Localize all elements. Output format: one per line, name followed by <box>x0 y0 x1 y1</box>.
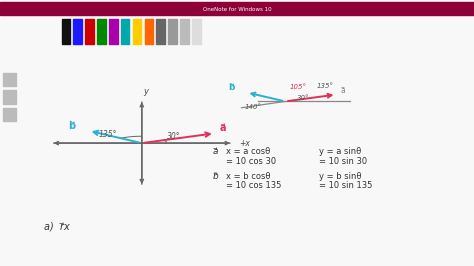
Text: x = b cosθ: x = b cosθ <box>226 172 271 181</box>
Text: b⃗: b⃗ <box>68 120 75 131</box>
Bar <box>180 19 189 44</box>
Text: y = a sinθ: y = a sinθ <box>319 147 362 156</box>
Bar <box>85 19 94 44</box>
Text: 30°: 30° <box>167 132 181 141</box>
Text: = 10 cos 30: = 10 cos 30 <box>226 157 276 166</box>
Text: y = b sinθ: y = b sinθ <box>319 172 362 181</box>
Bar <box>192 19 201 44</box>
Bar <box>133 19 141 44</box>
Text: a⃗: a⃗ <box>212 147 218 156</box>
Bar <box>97 19 106 44</box>
Bar <box>109 19 118 44</box>
Text: x = a cosθ: x = a cosθ <box>226 147 270 156</box>
Bar <box>62 19 70 44</box>
Bar <box>0 2 474 15</box>
Bar <box>3 73 16 86</box>
Text: = 10 sin 30: = 10 sin 30 <box>319 157 367 166</box>
Text: a)  r⃗x: a) r⃗x <box>44 222 70 231</box>
Text: b⃗: b⃗ <box>212 172 218 181</box>
Text: +x: +x <box>240 139 251 148</box>
Text: OneNote for Windows 10: OneNote for Windows 10 <box>203 7 271 12</box>
Bar <box>121 19 129 44</box>
Text: y: y <box>143 87 148 96</box>
Bar <box>168 19 177 44</box>
Text: 105°: 105° <box>290 84 307 90</box>
Text: 135°: 135° <box>317 83 334 89</box>
Text: a⃗: a⃗ <box>341 86 346 95</box>
Bar <box>73 19 82 44</box>
Text: = 10 cos 135: = 10 cos 135 <box>226 181 282 190</box>
Bar <box>3 90 16 104</box>
Text: 135°: 135° <box>99 130 117 139</box>
Text: 140°: 140° <box>244 104 261 110</box>
Bar <box>145 19 153 44</box>
Bar <box>156 19 165 44</box>
Text: = 10 sin 135: = 10 sin 135 <box>319 181 373 190</box>
Bar <box>3 108 16 121</box>
Text: 30°: 30° <box>297 95 309 101</box>
Text: b⃗: b⃗ <box>228 83 235 92</box>
Text: a⃗: a⃗ <box>219 123 226 133</box>
